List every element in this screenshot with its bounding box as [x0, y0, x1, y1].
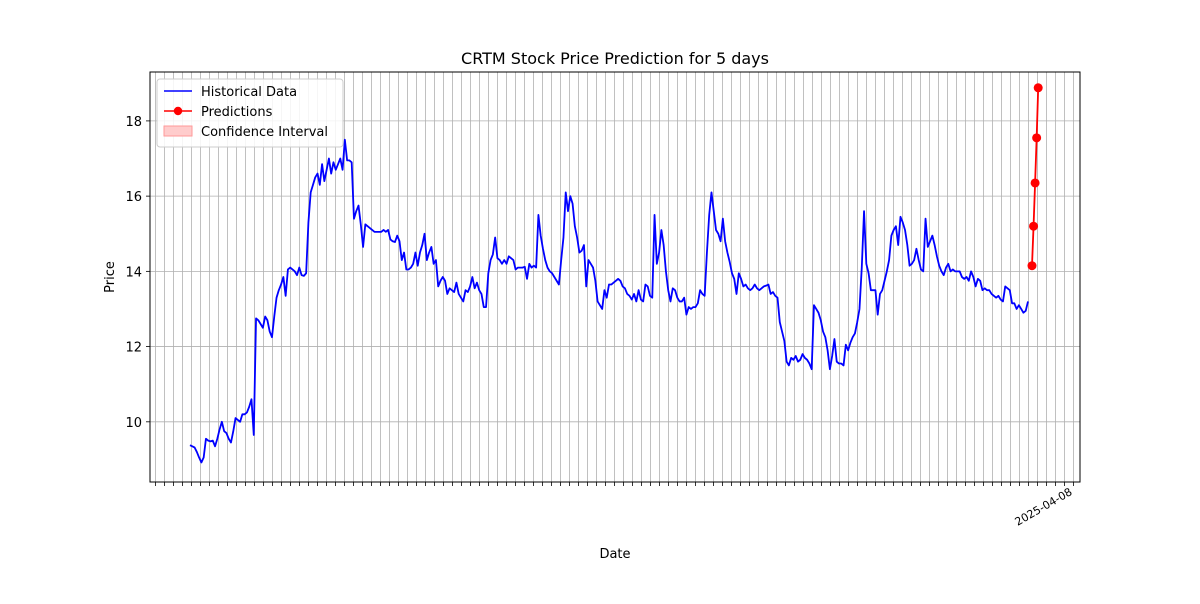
y-tick-label: 10 [125, 416, 142, 431]
legend-box [156, 78, 344, 148]
legend-confidence-label: Confidence Interval [201, 125, 328, 140]
historical-data-line [189, 138, 1029, 464]
prediction-point [1029, 221, 1039, 231]
x-axis-label: Date [599, 547, 630, 562]
chart-title: CRTM Stock Price Prediction for 5 days [461, 49, 769, 68]
legend-confidence-swatch [163, 125, 193, 137]
y-axis-label: Price [103, 261, 118, 293]
y-tick-label: 16 [125, 190, 142, 205]
prediction-point [1032, 133, 1042, 143]
legend: Historical Data Predictions Confidence I… [156, 78, 344, 148]
series-layer [189, 83, 1043, 464]
y-axis-ticks: 10 12 14 16 18 [125, 115, 150, 431]
legend-predictions-label: Predictions [201, 105, 273, 120]
y-tick-label: 12 [125, 341, 142, 356]
legend-predictions-marker [173, 106, 183, 116]
legend-historical-label: Historical Data [201, 85, 297, 100]
horizontal-gridlines [150, 120, 1080, 423]
prediction-point [1033, 83, 1043, 93]
y-tick-label: 14 [125, 265, 142, 280]
prediction-point [1030, 178, 1040, 188]
plot-frame [149, 71, 1081, 483]
prediction-point [1027, 261, 1037, 271]
y-tick-label: 18 [125, 115, 142, 130]
